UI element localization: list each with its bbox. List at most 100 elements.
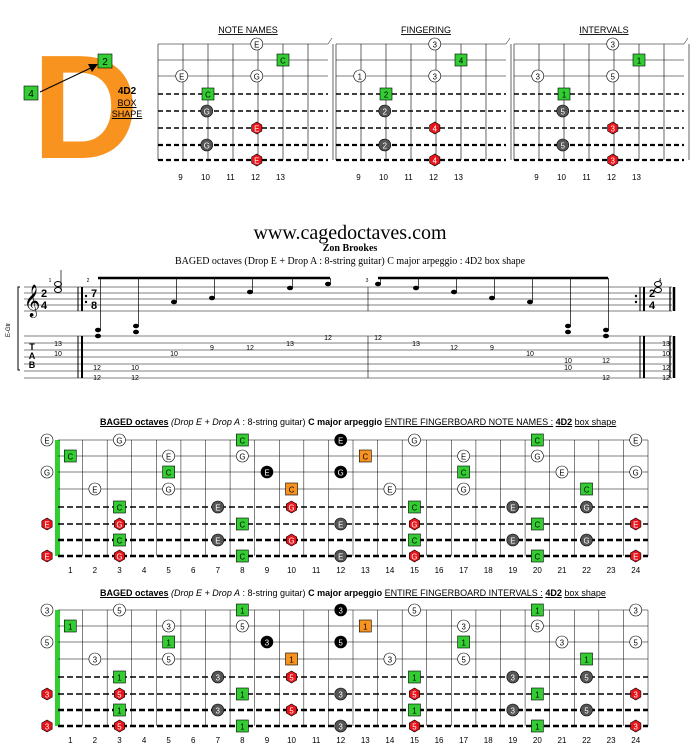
tab-number: 10 bbox=[170, 351, 178, 358]
note-label: 5 bbox=[166, 655, 171, 664]
note-label: E bbox=[92, 485, 97, 494]
note-label: 1 bbox=[68, 622, 72, 631]
note-marker bbox=[531, 517, 544, 531]
note-marker bbox=[88, 652, 102, 666]
note-label: G bbox=[289, 536, 295, 545]
note-marker bbox=[250, 69, 264, 83]
note-marker bbox=[63, 449, 77, 463]
tab-number: 12 bbox=[602, 375, 610, 382]
note-head bbox=[133, 323, 139, 329]
note-marker bbox=[408, 549, 421, 563]
note-label: 1 bbox=[637, 56, 641, 65]
fret-number: 13 bbox=[361, 566, 370, 575]
note-label: 5 bbox=[584, 706, 589, 715]
note-label: C bbox=[240, 520, 246, 529]
tab-number: 10 bbox=[526, 351, 534, 358]
small-diagram-fret-number: 12 bbox=[251, 173, 260, 182]
note-label: G bbox=[411, 552, 417, 561]
note-marker bbox=[606, 69, 620, 83]
note-label: E bbox=[44, 436, 49, 445]
note-label: 3 bbox=[560, 638, 564, 647]
note-marker bbox=[114, 719, 125, 733]
note-head bbox=[287, 285, 293, 291]
note-label: E bbox=[254, 156, 259, 165]
key-logo: D 2 4 bbox=[23, 40, 139, 170]
note-marker bbox=[408, 433, 421, 447]
note-label: G bbox=[44, 468, 50, 477]
note-marker bbox=[629, 603, 643, 617]
note-label: 1 bbox=[240, 690, 244, 699]
note-label: 4 bbox=[433, 124, 438, 133]
note-marker bbox=[629, 635, 643, 649]
treble-clef: 𝄞 bbox=[24, 285, 41, 318]
repeat-dot bbox=[84, 294, 88, 298]
note-head bbox=[54, 287, 62, 293]
note-label: 3 bbox=[634, 606, 638, 615]
fret-number: 16 bbox=[435, 566, 444, 575]
note-label: 3 bbox=[611, 40, 615, 49]
note-label: 5 bbox=[117, 606, 122, 615]
note-marker bbox=[629, 465, 643, 479]
note-label: C bbox=[362, 452, 368, 461]
time-sig-den: 4 bbox=[649, 300, 656, 312]
note-label: 3 bbox=[93, 655, 97, 664]
small-diagram-title: INTERVALS bbox=[579, 25, 628, 35]
fret-number: 1 bbox=[68, 736, 73, 745]
note-label: G bbox=[116, 436, 122, 445]
note-marker bbox=[200, 104, 214, 118]
fret-number: 18 bbox=[484, 566, 493, 575]
note-head bbox=[209, 295, 215, 301]
note-head bbox=[325, 281, 331, 287]
note-marker bbox=[113, 433, 126, 447]
tab-number: 10 bbox=[54, 351, 62, 358]
note-label: 5 bbox=[412, 722, 417, 731]
note-marker bbox=[113, 500, 126, 514]
note-marker bbox=[531, 549, 544, 563]
note-label: 3 bbox=[216, 706, 220, 715]
note-label: E bbox=[338, 520, 343, 529]
note-marker bbox=[114, 687, 125, 701]
small-diagram-fret-number: 12 bbox=[429, 173, 438, 182]
note-marker bbox=[531, 449, 544, 463]
note-label: E bbox=[179, 72, 184, 81]
note-label: 5 bbox=[611, 72, 616, 81]
note-label: G bbox=[116, 552, 122, 561]
note-marker bbox=[334, 687, 348, 701]
note-label: 1 bbox=[240, 722, 244, 731]
note-marker bbox=[358, 449, 372, 463]
note-marker bbox=[236, 687, 249, 701]
note-label: E bbox=[387, 485, 392, 494]
note-head bbox=[565, 323, 571, 329]
tab-number: 9 bbox=[210, 345, 214, 352]
note-label: 3 bbox=[634, 722, 638, 731]
fret-number: 7 bbox=[216, 566, 221, 575]
note-marker bbox=[506, 500, 520, 514]
small-diagram-fret-number: 9 bbox=[356, 173, 361, 182]
small-diagram-3: INTERVALS 9 10 11 12 13 3 3 1 5 1 5 3 5 3 bbox=[513, 25, 690, 182]
note-head bbox=[171, 299, 177, 305]
measure-number: 2 bbox=[87, 278, 90, 284]
note-marker bbox=[162, 619, 175, 633]
note-marker bbox=[334, 549, 348, 563]
note-marker bbox=[162, 449, 175, 463]
note-marker bbox=[251, 121, 263, 135]
small-diagram-fret-number: 11 bbox=[404, 173, 413, 182]
note-marker bbox=[457, 482, 470, 496]
note-marker bbox=[457, 465, 470, 479]
note-marker bbox=[285, 703, 298, 717]
fret-number: 12 bbox=[336, 736, 345, 745]
note-marker bbox=[63, 619, 77, 633]
note-marker bbox=[408, 517, 421, 531]
note-marker bbox=[201, 87, 215, 101]
logo-arrow-head bbox=[88, 64, 98, 72]
note-label: 3 bbox=[45, 606, 49, 615]
small-diagram-fret-number: 12 bbox=[607, 173, 616, 182]
nut bbox=[55, 610, 60, 726]
note-marker bbox=[630, 549, 642, 563]
note-label: C bbox=[166, 468, 172, 477]
subtitle: BAGED octaves (Drop E + Drop A : 8-strin… bbox=[174, 256, 526, 267]
note-marker bbox=[506, 703, 520, 717]
note-label: G bbox=[338, 468, 344, 477]
note-marker bbox=[506, 533, 520, 547]
